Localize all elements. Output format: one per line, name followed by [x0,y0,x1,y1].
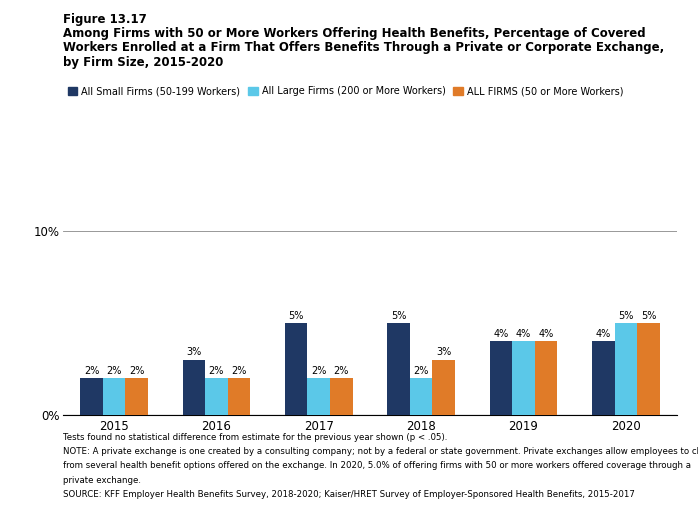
Text: 2%: 2% [84,366,99,376]
Text: Tests found no statistical difference from estimate for the previous year shown : Tests found no statistical difference fr… [63,433,447,442]
Text: 2%: 2% [231,366,246,376]
Bar [285,323,308,415]
Bar [592,341,615,415]
Bar [637,323,660,415]
Legend: All Small Firms (50-199 Workers), All Large Firms (200 or More Workers), ALL FIR: All Small Firms (50-199 Workers), All La… [68,86,623,96]
Text: 2%: 2% [129,366,144,376]
Bar [103,378,125,415]
Bar [512,341,535,415]
Bar [490,341,512,415]
Bar [387,323,410,415]
Bar [228,378,250,415]
Bar [205,378,228,415]
Text: Among Firms with 50 or More Workers Offering Health Benefits, Percentage of Cove: Among Firms with 50 or More Workers Offe… [63,27,646,40]
Text: Workers Enrolled at a Firm That Offers Benefits Through a Private or Corporate E: Workers Enrolled at a Firm That Offers B… [63,41,664,55]
Text: 5%: 5% [391,311,406,321]
Bar [183,360,205,415]
Text: 2%: 2% [334,366,349,376]
Text: 5%: 5% [641,311,656,321]
Bar [330,378,352,415]
Bar [80,378,103,415]
Text: 4%: 4% [516,329,531,339]
Text: 2%: 2% [106,366,121,376]
Text: 5%: 5% [288,311,304,321]
Text: NOTE: A private exchange is one created by a consulting company; not by a federa: NOTE: A private exchange is one created … [63,447,698,456]
Text: 2%: 2% [311,366,327,376]
Text: 4%: 4% [595,329,611,339]
Text: 3%: 3% [186,348,202,358]
Text: 5%: 5% [618,311,634,321]
Bar [308,378,330,415]
Text: 4%: 4% [493,329,509,339]
Text: private exchange.: private exchange. [63,476,141,485]
Text: from several health benefit options offered on the exchange. In 2020, 5.0% of of: from several health benefit options offe… [63,461,691,470]
Text: 2%: 2% [209,366,224,376]
Text: by Firm Size, 2015-2020: by Firm Size, 2015-2020 [63,56,223,69]
Bar [432,360,455,415]
Bar [615,323,637,415]
Text: 2%: 2% [413,366,429,376]
Text: 3%: 3% [436,348,452,358]
Bar [535,341,557,415]
Text: 4%: 4% [538,329,554,339]
Text: SOURCE: KFF Employer Health Benefits Survey, 2018-2020; Kaiser/HRET Survey of Em: SOURCE: KFF Employer Health Benefits Sur… [63,490,634,499]
Bar [410,378,432,415]
Bar [125,378,148,415]
Text: Figure 13.17: Figure 13.17 [63,13,147,26]
